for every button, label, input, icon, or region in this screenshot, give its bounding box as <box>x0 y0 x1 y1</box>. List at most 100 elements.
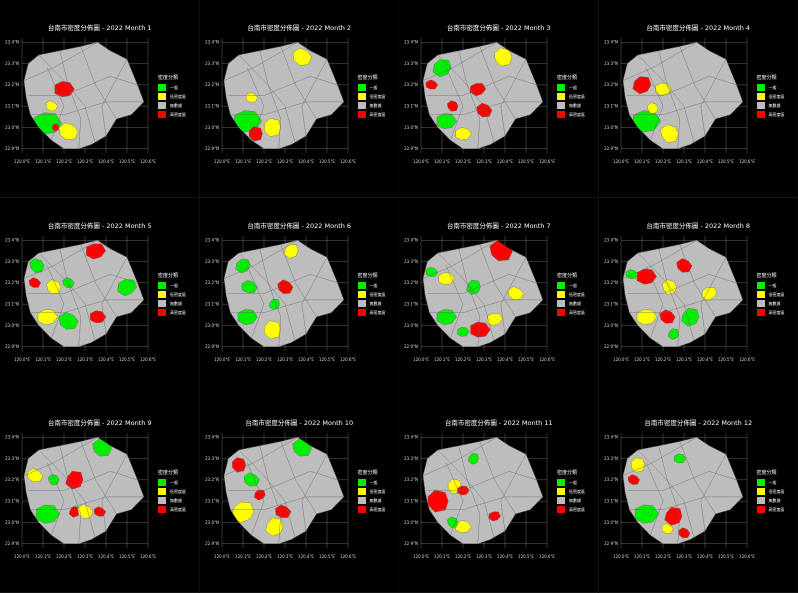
map-panel-month-3: 120.0°E 120.1°E 120.2°E 120.3°E 120.4°E 120.5… <box>399 0 599 198</box>
legend-swatch <box>557 93 565 100</box>
y-tick-label: 23.0°N <box>604 520 618 525</box>
y-tick-label: 23.4°N <box>205 40 219 45</box>
panel-title: 台南市密度分佈圖 - 2022 Month 9 <box>47 419 152 428</box>
y-tick-label: 23.2°N <box>205 82 219 87</box>
map-plot: 120.0°E 120.1°E 120.2°E 120.3°E 120.4°E 120.5… <box>199 197 399 396</box>
district-border <box>59 445 82 544</box>
legend-label: 無數據 <box>768 300 781 306</box>
legend-swatch <box>158 102 166 109</box>
region-高密度區 <box>675 257 692 273</box>
district-border <box>238 252 296 343</box>
region-高密度區 <box>636 268 657 285</box>
district-border <box>626 471 737 491</box>
y-tick-label: 23.1°N <box>205 499 219 504</box>
y-tick-label: 23.3°N <box>404 259 418 264</box>
legend-title: 密度分類 <box>357 470 378 477</box>
district-border <box>679 441 716 515</box>
legend-label: 高密度區 <box>369 112 386 117</box>
y-tick-label: 23.4°N <box>604 435 618 440</box>
legend-swatch <box>357 84 366 91</box>
x-tick-label: 120.5°E <box>518 357 534 362</box>
district-border <box>700 256 726 334</box>
district-border <box>80 441 117 515</box>
legend-label: 無數據 <box>569 103 581 108</box>
y-tick-label: 22.9°N <box>205 344 219 349</box>
x-tick-label: 120.0°E <box>613 554 629 559</box>
legend-label: 無數據 <box>569 498 581 504</box>
legend-swatch <box>158 93 166 100</box>
map-panel-month-8: 120.0°E 120.1°E 120.2°E 120.3°E 120.4°E 120.5… <box>598 197 798 396</box>
y-tick-label: 23.3°N <box>604 259 618 264</box>
x-tick-label: 120.6°E <box>539 554 555 559</box>
region-低密度區 <box>263 319 281 339</box>
x-tick-label: 120.1°E <box>235 159 251 164</box>
district-border <box>227 76 338 96</box>
district-border <box>259 248 281 347</box>
x-tick-label: 120.2°E <box>56 357 72 362</box>
legend-label: 一般 <box>768 282 777 288</box>
district-border <box>679 244 716 317</box>
map-plot: 120.0°E 120.1°E 120.2°E 120.3°E 120.4°E 120.5… <box>399 0 599 198</box>
panel-title: 台南市密度分佈圖 - 2022 Month 7 <box>446 221 551 230</box>
legend-swatch <box>756 281 765 289</box>
legend-label: 無數據 <box>170 498 182 504</box>
legend-label: 高密度區 <box>170 112 186 117</box>
y-tick-label: 23.4°N <box>604 237 618 242</box>
district-border <box>645 67 663 141</box>
district-border <box>622 42 697 81</box>
legend-swatch <box>756 93 765 100</box>
x-tick-label: 120.0°E <box>214 554 230 559</box>
map-panel-month-2: 120.0°E 120.1°E 120.2°E 120.3°E 120.4°E 120.5… <box>199 0 400 198</box>
x-tick-label: 120.4°E <box>298 159 314 164</box>
legend-swatch <box>158 479 166 487</box>
x-tick-label: 120.2°E <box>56 554 72 559</box>
y-tick-label: 23.0°N <box>205 520 219 525</box>
map-panel-month-4: 120.0°E 120.1°E 120.2°E 120.3°E 120.4°E 120.5… <box>598 0 798 198</box>
district-border <box>437 54 495 145</box>
district-border <box>637 252 695 343</box>
region-高密度區 <box>632 76 651 95</box>
legend-label: 一般 <box>170 480 178 486</box>
map-plot: 120.0°E 120.1°E 120.2°E 120.3°E 120.4°E 120.5… <box>399 197 599 396</box>
y-tick-label: 23.4°N <box>404 435 418 440</box>
region-低密度區 <box>291 47 312 66</box>
region-低密度區 <box>37 308 58 325</box>
y-tick-label: 23.3°N <box>5 61 19 66</box>
x-tick-label: 120.4°E <box>298 357 314 362</box>
y-tick-label: 22.9°N <box>604 146 618 151</box>
map-plot: 120.0°E 120.1°E 120.2°E 120.3°E 120.4°E 120.5… <box>199 395 399 593</box>
region-一般 <box>237 308 258 325</box>
x-tick-label: 120.3°E <box>277 159 293 164</box>
legend-swatch <box>357 479 366 487</box>
legend-swatch <box>557 479 565 487</box>
y-tick-label: 23.0°N <box>5 125 19 130</box>
y-tick-label: 23.2°N <box>5 477 19 482</box>
district-border <box>679 46 716 120</box>
region-一般 <box>446 516 459 529</box>
district-border <box>479 441 516 515</box>
legend-swatch <box>357 308 366 316</box>
y-tick-label: 23.0°N <box>205 322 219 327</box>
legend-label: 無數據 <box>768 103 781 108</box>
district-border <box>626 273 737 294</box>
district-border <box>658 50 680 149</box>
legend-title: 密度分類 <box>557 470 578 477</box>
x-tick-label: 120.5°E <box>119 357 135 362</box>
region-低密度區 <box>659 124 679 143</box>
y-tick-label: 23.2°N <box>404 280 418 285</box>
district-border <box>301 256 327 334</box>
legend-swatch <box>756 111 765 118</box>
y-tick-label: 23.4°N <box>5 40 19 45</box>
panel-title: 台南市密度分佈圖 - 2022 Month 12 <box>644 419 753 428</box>
x-tick-label: 120.1°E <box>434 357 450 362</box>
region-低密度區 <box>700 286 717 301</box>
y-tick-label: 23.2°N <box>604 82 618 87</box>
x-tick-label: 120.5°E <box>319 159 335 164</box>
region-高密度區 <box>276 279 293 294</box>
district-border <box>47 67 65 141</box>
y-tick-label: 22.9°N <box>205 146 219 151</box>
x-tick-label: 120.3°E <box>77 357 93 362</box>
x-tick-label: 120.5°E <box>718 357 734 362</box>
legend-swatch <box>158 281 166 289</box>
legend-swatch <box>557 290 565 298</box>
